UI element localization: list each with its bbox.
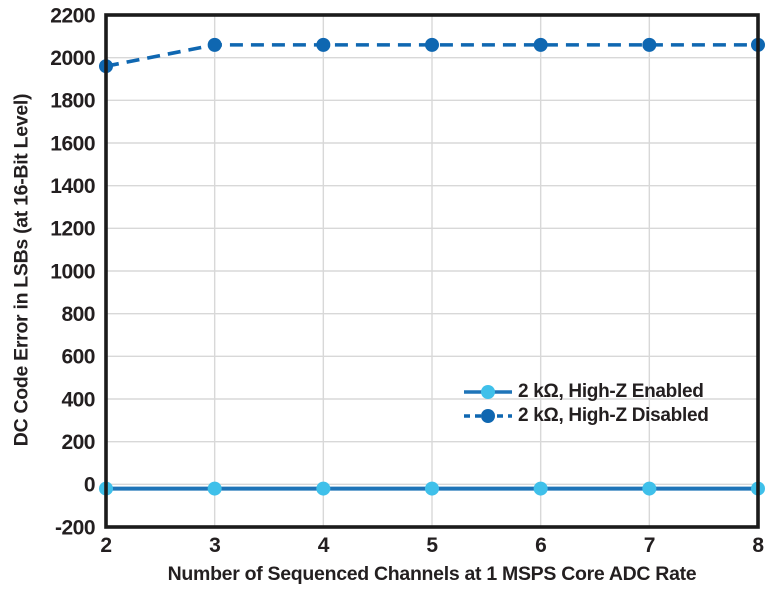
y-tick-label: 1000 (50, 260, 95, 283)
legend-swatch-dashed-line-icon (464, 409, 512, 423)
y-tick-label: 0 (84, 474, 95, 497)
x-tick-label: 7 (644, 534, 655, 557)
x-tick-label: 2 (100, 534, 111, 557)
x-tick-label: 3 (209, 534, 220, 557)
data-point (533, 37, 548, 52)
data-point (207, 481, 222, 496)
legend-label-highz-disabled: 2 kΩ, High-Z Disabled (518, 405, 709, 426)
y-tick-label: 800 (61, 303, 95, 326)
data-point (642, 481, 657, 496)
y-tick-label: 2000 (50, 47, 95, 70)
legend-label-highz-enabled: 2 kΩ, High-Z Enabled (518, 381, 704, 402)
data-point (642, 37, 657, 52)
x-axis-title: Number of Sequenced Channels at 1 MSPS C… (167, 563, 697, 585)
y-axis-title: DC Code Error in LSBs (at 16-Bit Level) (10, 93, 33, 447)
data-point (316, 481, 331, 496)
data-point (425, 481, 439, 496)
y-tick-label: 1800 (50, 90, 95, 113)
x-tick-label: 4 (318, 534, 330, 557)
y-tick-label: 200 (61, 431, 95, 454)
data-point (425, 37, 439, 52)
legend-item-highz-enabled: 2 kΩ, High-Z Enabled (464, 381, 709, 403)
x-tick-label: 6 (535, 534, 546, 557)
data-point (316, 37, 331, 52)
y-tick-label: 2200 (50, 4, 95, 27)
y-tick-label: 1600 (50, 132, 95, 155)
y-tick-label: -200 (55, 516, 95, 539)
y-tick-label: 1400 (50, 175, 95, 198)
x-tick-label: 8 (752, 534, 764, 557)
y-tick-label: 600 (61, 346, 95, 369)
data-point (533, 481, 548, 496)
plot-frame (104, 13, 760, 529)
y-tick-label: 1200 (50, 218, 95, 241)
y-tick-label: 400 (61, 388, 95, 411)
x-tick-label: 5 (426, 534, 438, 557)
legend-swatch-solid-line-icon (464, 385, 512, 399)
data-point (207, 37, 222, 52)
legend: 2 kΩ, High-Z Enabled 2 kΩ, High-Z Disabl… (464, 381, 709, 427)
legend-item-highz-disabled: 2 kΩ, High-Z Disabled (464, 405, 709, 427)
